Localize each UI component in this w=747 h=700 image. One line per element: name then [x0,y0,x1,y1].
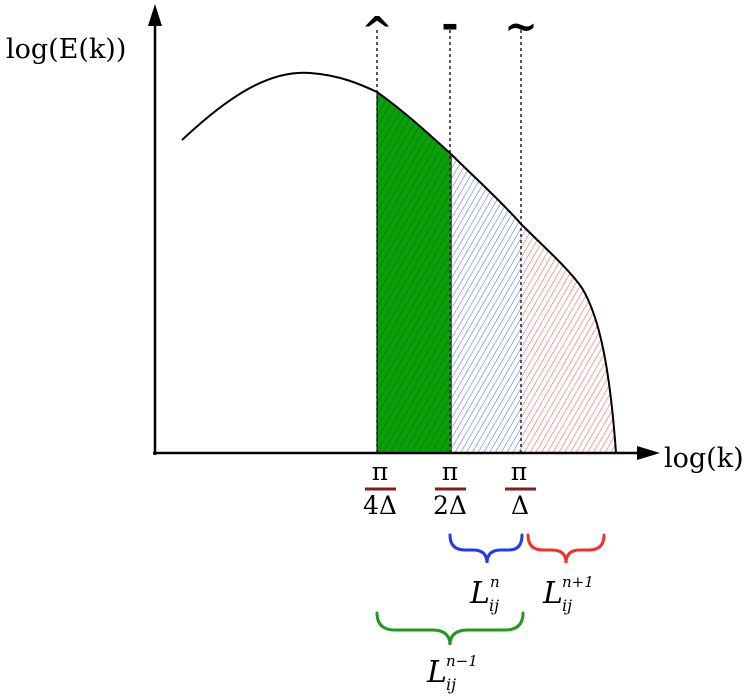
label-base: L [542,576,563,611]
hat-symbol: ^ [361,8,393,53]
brace-n-minus-1 [375,611,525,646]
spectrum-curve [181,71,617,454]
label-L-n-plus-1: L n+1 ij [542,573,594,615]
brace-n [448,533,524,564]
tilde-symbol: ~ [504,3,538,50]
x-axis-label: log(k) [664,443,744,474]
label-base: L [426,655,447,690]
x-axis-arrow [637,446,660,460]
tick-denominator: 4Δ [363,491,397,520]
tick-denominator: 2Δ [433,491,467,520]
label-sub: ij [446,675,456,694]
tick-numerator: π [372,457,388,486]
label-L-n: L n ij [469,573,500,615]
tick-numerator: π [511,457,527,486]
y-axis-arrow [148,4,162,26]
red-region [521,224,616,453]
brace-n-plus-1 [526,533,606,564]
bar-symbol: - [441,0,458,48]
tick-denominator: Δ [511,491,529,520]
green-region [377,92,452,453]
label-base: L [469,576,490,611]
tick-delta: π Δ [505,457,536,520]
tick-2delta: π 2Δ [433,457,467,520]
blue-region [452,155,521,453]
label-sup: n [490,573,500,591]
label-sup: n−1 [446,652,478,670]
tick-4delta: π 4Δ [363,457,397,520]
label-sup: n+1 [562,573,594,591]
tick-numerator: π [442,457,458,486]
label-sub: ij [489,596,499,615]
label-sub: ij [562,596,572,615]
label-L-n-minus-1: L n−1 ij [426,652,478,694]
y-axis-label: log(E(k)) [6,34,126,65]
